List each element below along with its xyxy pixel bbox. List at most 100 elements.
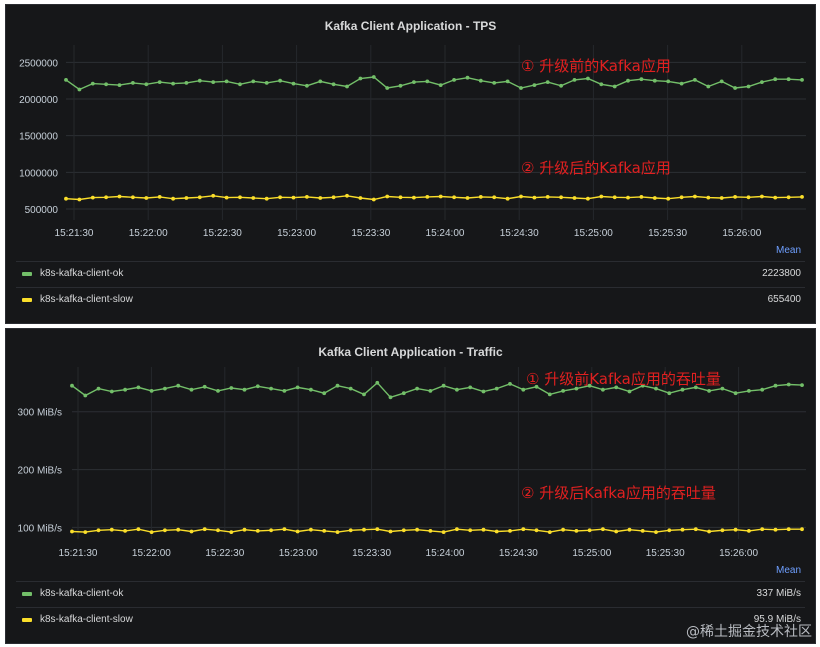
data-point[interactable] [481, 389, 486, 394]
data-point[interactable] [229, 530, 234, 534]
data-point[interactable] [746, 195, 751, 200]
data-point[interactable] [719, 196, 724, 200]
data-point[interactable] [202, 384, 207, 389]
data-point[interactable] [345, 193, 349, 198]
data-point[interactable] [720, 386, 725, 391]
data-point[interactable] [508, 529, 512, 533]
data-point[interactable] [599, 194, 604, 199]
data-point[interactable] [184, 196, 189, 200]
data-point[interactable] [639, 195, 644, 199]
data-point[interactable] [481, 527, 486, 532]
data-point[interactable] [238, 82, 242, 87]
data-point[interactable] [242, 527, 247, 532]
data-point[interactable] [385, 194, 390, 199]
data-point[interactable] [305, 195, 309, 199]
data-point[interactable] [601, 527, 605, 532]
data-point[interactable] [251, 79, 256, 84]
data-point[interactable] [505, 79, 510, 84]
data-point[interactable] [574, 386, 579, 391]
data-point[interactable] [242, 387, 247, 392]
data-point[interactable] [680, 387, 685, 392]
data-point[interactable] [773, 527, 778, 532]
data-point[interactable] [574, 529, 579, 533]
data-point[interactable] [398, 195, 403, 200]
data-point[interactable] [202, 527, 207, 532]
data-point[interactable] [626, 78, 630, 83]
data-point[interactable] [760, 194, 764, 199]
data-point[interactable] [136, 385, 141, 390]
data-point[interactable] [90, 195, 95, 200]
data-point[interactable] [572, 78, 577, 82]
data-point[interactable] [534, 528, 539, 533]
data-point[interactable] [693, 194, 697, 199]
data-point[interactable] [197, 195, 202, 200]
data-point[interactable] [375, 527, 380, 532]
data-point[interactable] [559, 83, 563, 88]
data-point[interactable] [90, 81, 95, 86]
data-point[interactable] [547, 530, 552, 534]
data-point[interactable] [441, 383, 446, 388]
data-point[interactable] [706, 84, 711, 89]
data-point[interactable] [640, 383, 645, 388]
data-point[interactable] [693, 385, 698, 390]
data-point[interactable] [521, 527, 526, 532]
data-point[interactable] [666, 79, 671, 84]
data-point[interactable] [652, 196, 657, 200]
data-point[interactable] [309, 527, 313, 532]
data-point[interactable] [654, 530, 658, 534]
series-line[interactable] [71, 381, 803, 399]
data-point[interactable] [64, 78, 68, 82]
data-point[interactable] [786, 195, 791, 200]
data-point[interactable] [224, 79, 229, 84]
data-point[interactable] [358, 76, 363, 81]
data-point[interactable] [706, 195, 711, 200]
data-point[interactable] [109, 389, 114, 394]
data-point[interactable] [358, 196, 363, 200]
data-point[interactable] [438, 83, 443, 87]
data-point[interactable] [295, 529, 300, 534]
data-point[interactable] [211, 193, 216, 198]
legend-header-mean[interactable]: Mean [775, 565, 801, 576]
data-point[interactable] [345, 84, 349, 89]
data-point[interactable] [77, 197, 82, 202]
legend-row-ok[interactable]: k8s-kafka-client-ok 2223800 [16, 261, 805, 286]
data-point[interactable] [545, 195, 550, 199]
data-point[interactable] [505, 196, 510, 201]
panel-title[interactable]: Kafka Client Application - Traffic [318, 345, 503, 359]
data-point[interactable] [149, 530, 154, 534]
data-point[interactable] [719, 79, 724, 84]
data-point[interactable] [269, 386, 273, 391]
data-point[interactable] [415, 527, 419, 532]
data-point[interactable] [264, 81, 269, 85]
data-point[interactable] [189, 387, 194, 392]
data-point[interactable] [291, 195, 296, 200]
data-point[interactable] [171, 196, 176, 201]
data-point[interactable] [216, 528, 220, 533]
data-point[interactable] [478, 195, 483, 199]
data-point[interactable] [586, 76, 590, 81]
data-point[interactable] [667, 528, 672, 533]
data-point[interactable] [612, 195, 617, 200]
data-point[interactable] [465, 75, 470, 80]
data-point[interactable] [224, 195, 229, 200]
data-point[interactable] [773, 77, 778, 82]
data-point[interactable] [388, 395, 393, 400]
data-point[interactable] [532, 195, 537, 200]
data-point[interactable] [295, 385, 300, 390]
data-point[interactable] [309, 387, 313, 392]
data-point[interactable] [70, 529, 74, 534]
data-point[interactable] [322, 391, 327, 396]
data-point[interactable] [291, 81, 296, 86]
series-line[interactable] [65, 195, 803, 201]
data-point[interactable] [693, 527, 698, 532]
data-point[interactable] [720, 528, 725, 533]
data-point[interactable] [136, 527, 141, 532]
data-point[interactable] [163, 386, 167, 391]
data-point[interactable] [123, 529, 127, 533]
data-point[interactable] [371, 197, 376, 202]
data-point[interactable] [171, 81, 176, 86]
data-point[interactable] [627, 527, 632, 532]
data-point[interactable] [614, 385, 619, 390]
data-point[interactable] [428, 389, 433, 393]
data-point[interactable] [385, 86, 390, 90]
